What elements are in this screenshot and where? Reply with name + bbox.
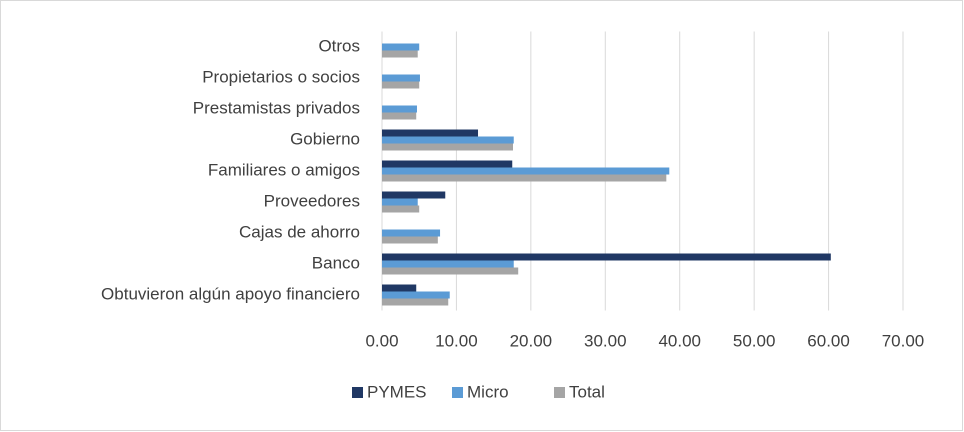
- legend-swatch: [452, 387, 463, 398]
- x-tick-label: 0.00: [365, 331, 398, 350]
- legend-swatch: [554, 387, 565, 398]
- bar: [382, 143, 513, 151]
- bar: [382, 174, 667, 182]
- bar: [382, 43, 420, 51]
- x-tick-label: 60.00: [807, 331, 850, 350]
- x-tick-label: 40.00: [658, 331, 701, 350]
- x-tick-label: 70.00: [882, 331, 925, 350]
- legend-label: Total: [569, 382, 605, 401]
- bar: [382, 291, 450, 299]
- bar: [382, 284, 417, 292]
- x-tick-label: 10.00: [435, 331, 478, 350]
- bar: [382, 136, 514, 144]
- bar: [382, 267, 519, 275]
- bar: [382, 105, 417, 113]
- y-tick-label: Prestamistas privados: [193, 98, 360, 117]
- y-tick-label: Gobierno: [290, 129, 360, 148]
- bar: [382, 129, 479, 137]
- bar: [382, 229, 441, 237]
- x-tick-label: 50.00: [733, 331, 776, 350]
- x-tick-label: 20.00: [510, 331, 553, 350]
- legend-swatch: [352, 387, 363, 398]
- x-tick-label: 30.00: [584, 331, 627, 350]
- bar: [382, 81, 420, 89]
- y-tick-label: Propietarios o socios: [202, 67, 360, 86]
- legend-label: Micro: [467, 382, 509, 401]
- bar: [382, 74, 420, 82]
- bar: [382, 236, 438, 244]
- bar: [382, 298, 449, 306]
- y-tick-label: Obtuvieron algún apoyo financiero: [101, 284, 360, 303]
- bar: [382, 205, 420, 213]
- bar: [382, 50, 418, 58]
- y-tick-label: Familiares o amigos: [208, 160, 360, 179]
- y-tick-label: Banco: [312, 253, 360, 272]
- legend-label: PYMES: [367, 382, 427, 401]
- bar: [382, 198, 418, 206]
- y-tick-label: Otros: [318, 36, 360, 55]
- bar: [382, 167, 670, 175]
- y-tick-label: Proveedores: [264, 191, 360, 210]
- bar: [382, 260, 514, 268]
- bar: [382, 191, 446, 199]
- bar: [382, 253, 831, 261]
- bar: [382, 112, 417, 120]
- y-tick-label: Cajas de ahorro: [239, 222, 360, 241]
- bar: [382, 160, 513, 168]
